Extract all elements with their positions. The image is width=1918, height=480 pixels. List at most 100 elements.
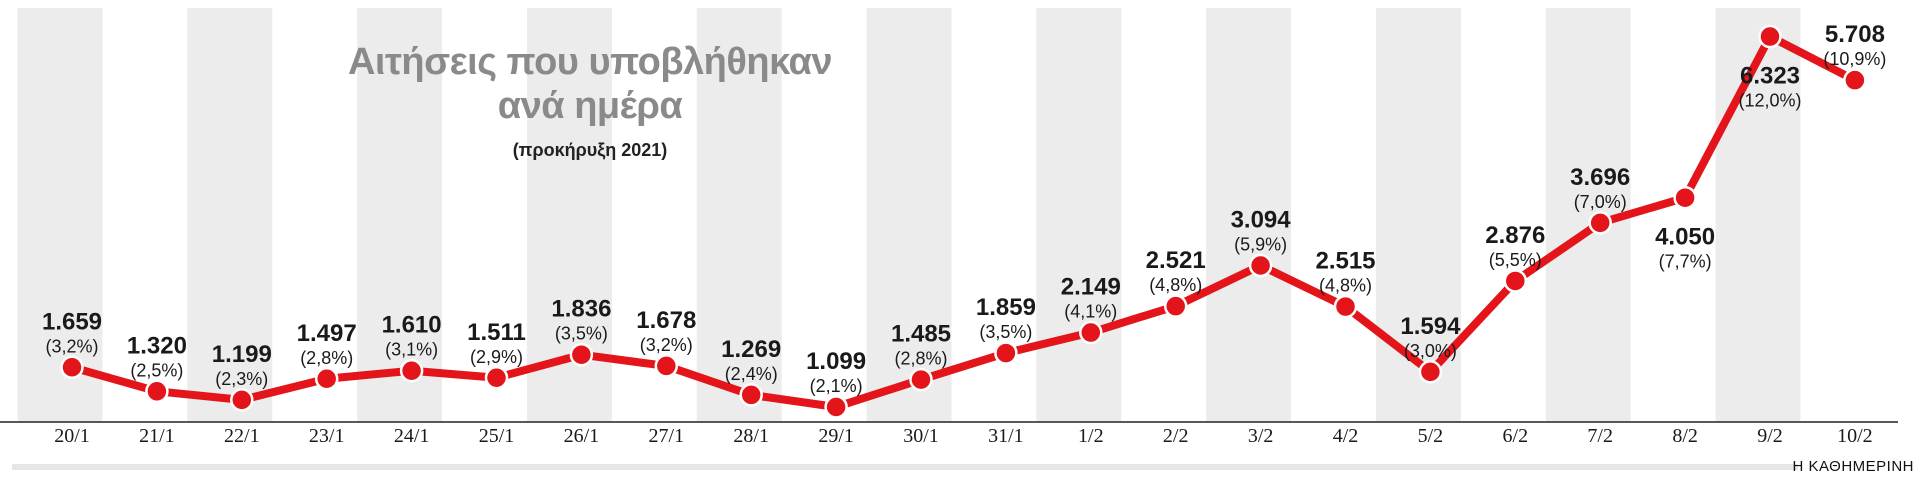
series-line-path xyxy=(68,32,1859,411)
percent-label-6/2: (5,5%) xyxy=(1489,250,1542,270)
percent-label-26/1: (3,5%) xyxy=(555,324,608,344)
percent-label-5/2: (3,0%) xyxy=(1404,341,1457,361)
data-point-20/1 xyxy=(60,355,84,380)
percent-label-27/1: (3,2%) xyxy=(640,335,693,355)
percent-label-20/1: (3,2%) xyxy=(45,336,98,356)
data-point-28/1 xyxy=(739,383,763,407)
data-point-9/2 xyxy=(1758,24,1782,49)
percent-label-31/1: (3,5%) xyxy=(979,322,1032,342)
percent-label-7/2: (7,0%) xyxy=(1574,192,1627,212)
data-point-3/2 xyxy=(1248,253,1273,278)
stripe-28/1 xyxy=(696,8,782,422)
value-label-7/2: 3.696 xyxy=(1570,164,1630,191)
x-tick-label: 1/2 xyxy=(1078,425,1104,447)
x-axis-ticks: 20/1 21/1 22/1 23/1 24/1 25/1 26/1 27/1 28/1 29/1… xyxy=(54,425,1872,447)
stripe-20/1 xyxy=(17,8,103,422)
value-label-31/1: 1.859 xyxy=(976,294,1036,321)
x-tick-label: 21/1 xyxy=(139,425,175,447)
data-point-25/1 xyxy=(484,366,509,390)
percent-label-3/2: (5,9%) xyxy=(1234,235,1287,255)
percent-label-1/2: (4,1%) xyxy=(1064,302,1117,322)
value-label-24/1: 1.610 xyxy=(382,312,442,339)
data-point-23/1 xyxy=(314,367,339,391)
percent-label-30/1: (2,8%) xyxy=(894,349,947,369)
value-label-4/2: 2.515 xyxy=(1315,248,1375,275)
data-point-30/1 xyxy=(909,367,933,392)
x-tick-label: 7/2 xyxy=(1587,425,1613,447)
stripe-9/2 xyxy=(1715,8,1801,422)
value-label-29/1: 1.099 xyxy=(806,348,866,375)
value-label-5/2: 1.594 xyxy=(1400,313,1461,340)
percent-label-9/2: (12,0%) xyxy=(1738,91,1801,111)
background-stripes xyxy=(17,8,1801,422)
chart-title-line2: ανά ημέρα xyxy=(497,85,683,127)
data-points xyxy=(60,24,1867,419)
data-point-4/2 xyxy=(1333,294,1358,319)
x-tick-label: 4/2 xyxy=(1333,425,1359,447)
x-tick-label: 31/1 xyxy=(988,425,1024,447)
percent-label-25/1: (2,9%) xyxy=(470,347,523,367)
value-label-6/2: 2.876 xyxy=(1485,222,1545,249)
data-point-8/2 xyxy=(1673,185,1697,210)
value-label-9/2: 6.323 xyxy=(1740,63,1800,90)
value-label-27/1: 1.678 xyxy=(636,307,696,334)
value-label-22/1: 1.199 xyxy=(212,341,272,368)
data-point-21/1 xyxy=(145,379,169,404)
percent-label-8/2: (7,7%) xyxy=(1659,252,1712,272)
data-point-22/1 xyxy=(230,388,254,412)
value-label-8/2: 4.050 xyxy=(1655,224,1715,251)
x-tick-label: 3/2 xyxy=(1248,425,1274,447)
stripe-1/2 xyxy=(1036,8,1122,422)
percent-label-29/1: (2,1%) xyxy=(810,376,863,396)
x-tick-label: 22/1 xyxy=(224,425,260,447)
data-point-31/1 xyxy=(994,341,1018,365)
percent-label-22/1: (2,3%) xyxy=(215,369,268,389)
value-label-3/2: 3.094 xyxy=(1231,207,1292,234)
value-label-10/2: 5.708 xyxy=(1825,21,1885,48)
percent-label-2/2: (4,8%) xyxy=(1149,275,1202,295)
x-tick-label: 9/2 xyxy=(1757,425,1783,447)
value-label-21/1: 1.320 xyxy=(127,332,187,359)
series-line xyxy=(68,32,1859,411)
percent-label-24/1: (3,1%) xyxy=(385,340,438,360)
data-point-24/1 xyxy=(399,358,424,383)
bottom-bar xyxy=(12,464,1798,470)
x-tick-label: 20/1 xyxy=(54,425,90,447)
percent-label-23/1: (2,8%) xyxy=(300,348,353,368)
x-tick-label: 2/2 xyxy=(1163,425,1189,447)
x-tick-label: 25/1 xyxy=(479,425,515,447)
percent-label-28/1: (2,4%) xyxy=(725,364,778,384)
value-label-20/1: 1.659 xyxy=(42,308,102,335)
value-label-2/2: 2.521 xyxy=(1146,247,1206,274)
data-labels: 1.659(3,2%) 1.320(2,5%)1.199(2,3%)1.497(2… xyxy=(42,21,1886,396)
chart-subtitle: (προκήρυξη 2021) xyxy=(512,140,668,160)
value-label-23/1: 1.497 xyxy=(297,320,357,347)
percent-label-21/1: (2,5%) xyxy=(130,360,183,380)
stripe-24/1 xyxy=(357,8,443,422)
chart-title-line1: Αιτήσεις που υποβλήθηκαν xyxy=(347,41,833,83)
data-point-27/1 xyxy=(654,354,679,378)
data-point-5/2 xyxy=(1418,360,1443,384)
data-point-10/2 xyxy=(1843,68,1867,92)
x-tick-label: 5/2 xyxy=(1418,425,1444,447)
x-tick-label: 10/2 xyxy=(1837,425,1873,447)
x-tick-label: 27/1 xyxy=(649,425,685,447)
value-label-25/1: 1.511 xyxy=(467,319,526,346)
value-label-1/2: 2.149 xyxy=(1061,274,1121,301)
value-label-30/1: 1.485 xyxy=(891,321,951,348)
data-point-6/2 xyxy=(1503,269,1528,293)
chart-title: Αιτήσεις που υποβλήθηκαν ανά ημέρα xyxy=(330,40,850,128)
x-tick-label: 23/1 xyxy=(309,425,345,447)
percent-label-10/2: (10,9%) xyxy=(1823,49,1886,69)
data-point-1/2 xyxy=(1079,320,1103,345)
x-tick-label: 24/1 xyxy=(394,425,430,447)
value-label-26/1: 1.836 xyxy=(551,296,611,323)
data-point-26/1 xyxy=(569,342,594,367)
data-point-2/2 xyxy=(1163,294,1188,318)
value-label-28/1: 1.269 xyxy=(721,336,781,363)
data-point-7/2 xyxy=(1588,211,1612,235)
x-tick-label: 8/2 xyxy=(1672,425,1698,447)
x-tick-label: 6/2 xyxy=(1503,425,1529,447)
stripe-3/2 xyxy=(1206,8,1292,422)
